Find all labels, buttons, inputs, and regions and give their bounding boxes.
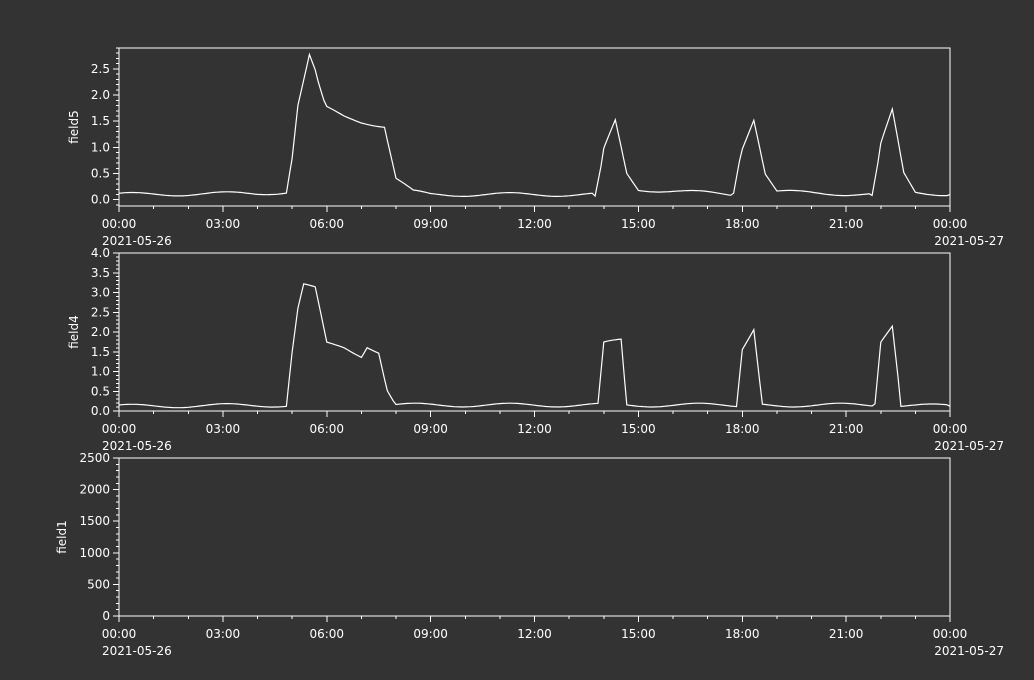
y-axis-label: field4: [67, 315, 81, 349]
x-tick-label: 06:00: [309, 422, 344, 436]
y-tick-label: 0.5: [91, 384, 110, 398]
x-tick-label: 09:00: [413, 627, 448, 641]
y-tick-label: 0.0: [91, 193, 110, 207]
x-tick-label: 00:00: [102, 627, 137, 641]
x-tick-label: 12:00: [517, 627, 552, 641]
y-tick-label: 3.0: [91, 286, 110, 300]
chart-panel-field5: 0.0 0.5 1.0 1.5 2.0 2.5 field5 00:00 03:00 06:00 0…: [67, 47, 1004, 248]
chart-panel-field4: 0.0 0.5 1.0 1.5 2.0 2.5 3.0 3.5 4.0 field4 00:00 03…: [67, 246, 1004, 453]
y-tick-label: 500: [87, 577, 110, 591]
x-date-label-end: 2021-05-27: [934, 644, 1004, 658]
x-tick-label: 12:00: [517, 422, 552, 436]
x-tick-label: 03:00: [206, 627, 241, 641]
x-tick-label: 00:00: [102, 422, 137, 436]
x-date-label-start: 2021-05-26: [102, 644, 172, 658]
y-tick-label: 1000: [79, 546, 110, 560]
y-tick-label: 2.5: [91, 62, 110, 76]
y-tick-label: 3.5: [91, 266, 110, 280]
y-tick-label: 0.5: [91, 167, 110, 181]
plot-frame: [118, 457, 951, 617]
x-date-label-start: 2021-05-26: [102, 439, 172, 453]
x-tick-label: 21:00: [829, 627, 864, 641]
y-tick-label: 1.5: [91, 345, 110, 359]
series-line-field5: [118, 52, 951, 198]
x-tick-label: 09:00: [413, 217, 448, 231]
x-tick-label: 00:00: [933, 217, 968, 231]
x-tick-label: 15:00: [621, 217, 656, 231]
x-tick-label: 00:00: [933, 422, 968, 436]
plot-frame: [118, 47, 951, 207]
plot-frame: [118, 252, 951, 412]
x-tick-label: 18:00: [725, 627, 760, 641]
y-tick-label: 1.5: [91, 114, 110, 128]
y-tick-label: 1500: [79, 514, 110, 528]
chart-panel-field1: 0 500 1000 1500 2000 2500 field1 00:00 03:00 06:0…: [55, 451, 1004, 658]
y-tick-label: 1.0: [91, 365, 110, 379]
x-tick-label: 00:00: [933, 627, 968, 641]
y-tick-label: 2.5: [91, 305, 110, 319]
y-axis-label: field5: [67, 110, 81, 144]
x-tick-label: 00:00: [102, 217, 137, 231]
x-tick-label: 18:00: [725, 217, 760, 231]
x-tick-label: 21:00: [829, 422, 864, 436]
x-tick-label: 18:00: [725, 422, 760, 436]
x-tick-label: 03:00: [206, 422, 241, 436]
y-tick-label: 2.0: [91, 88, 110, 102]
x-date-label-end: 2021-05-27: [934, 234, 1004, 248]
x-tick-label: 06:00: [309, 627, 344, 641]
y-tick-label: 0: [102, 609, 110, 623]
y-tick-label: 1.0: [91, 140, 110, 154]
y-axis-label: field1: [55, 520, 69, 554]
x-tick-label: 15:00: [621, 627, 656, 641]
series-line-field4: [118, 283, 951, 409]
x-date-label-end: 2021-05-27: [934, 439, 1004, 453]
x-tick-label: 12:00: [517, 217, 552, 231]
y-tick-label: 2.0: [91, 325, 110, 339]
x-tick-label: 15:00: [621, 422, 656, 436]
x-tick-label: 09:00: [413, 422, 448, 436]
x-tick-label: 03:00: [206, 217, 241, 231]
x-tick-label: 06:00: [309, 217, 344, 231]
x-tick-label: 21:00: [829, 217, 864, 231]
y-tick-label: 2000: [79, 483, 110, 497]
y-tick-label: 2500: [79, 451, 110, 465]
x-date-label-start: 2021-05-26: [102, 234, 172, 248]
y-tick-label: 0.0: [91, 404, 110, 418]
y-tick-label: 4.0: [91, 246, 110, 260]
